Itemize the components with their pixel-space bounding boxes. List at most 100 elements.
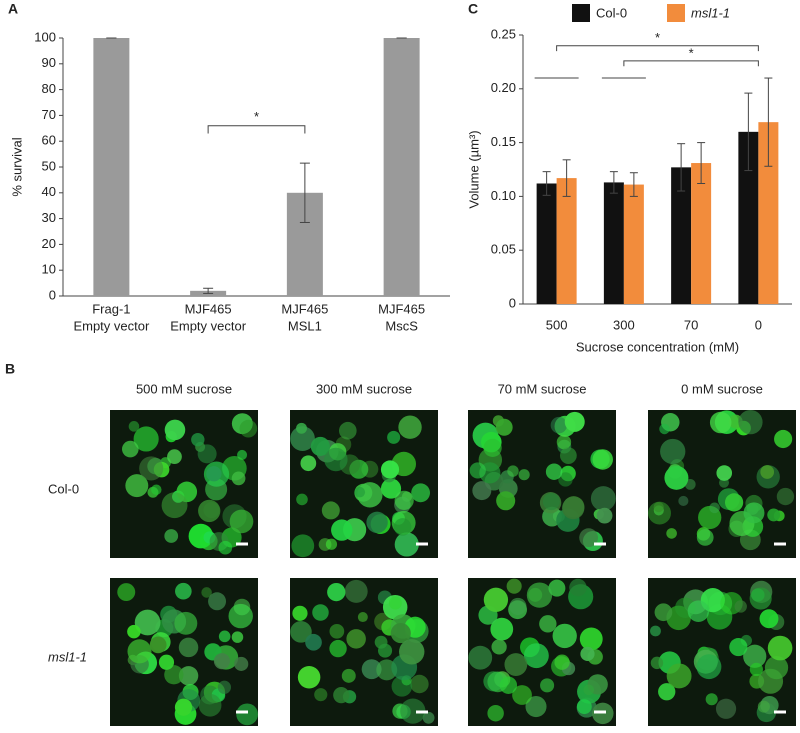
bar	[603, 182, 624, 304]
cell	[312, 604, 329, 621]
bracket	[556, 45, 759, 52]
bar	[536, 183, 557, 304]
x-tick-label: MJF465	[185, 301, 232, 316]
x-tick-label: Empty vector	[73, 318, 150, 333]
cell	[487, 705, 504, 722]
error-bar	[764, 77, 773, 167]
cell	[327, 582, 346, 602]
y-tick-label: 60	[42, 133, 56, 148]
cell	[743, 502, 765, 524]
x-tick-label: MSL1	[288, 318, 322, 333]
cell	[331, 519, 353, 541]
annotation: *	[655, 30, 660, 45]
cell	[161, 492, 188, 519]
x-tick-label: 300	[613, 317, 635, 332]
cell	[495, 418, 513, 436]
error-bar	[744, 92, 753, 172]
cell	[491, 639, 507, 655]
cell	[333, 687, 350, 704]
cell	[398, 415, 422, 439]
annotation: *	[254, 109, 259, 124]
cell	[504, 653, 528, 676]
cell	[380, 478, 402, 499]
cell	[469, 462, 486, 479]
cell	[490, 617, 514, 641]
bracket	[207, 125, 306, 134]
cell	[394, 532, 419, 557]
error-bar	[203, 287, 214, 294]
cell	[764, 655, 789, 680]
cell	[648, 501, 671, 525]
cell	[305, 633, 322, 651]
cell	[236, 703, 258, 726]
cell	[526, 582, 553, 608]
legend-label: msl1-1	[691, 5, 730, 20]
cell	[198, 499, 221, 523]
y-tick-label: 90	[42, 55, 56, 70]
cell	[666, 528, 677, 539]
cell	[167, 449, 182, 465]
cell	[178, 637, 199, 658]
error-bar	[542, 171, 551, 196]
cell	[760, 465, 775, 479]
cell	[564, 411, 585, 432]
cell	[552, 623, 577, 649]
cell	[354, 486, 366, 498]
cell	[314, 688, 328, 702]
error-bar	[697, 142, 706, 184]
cell	[387, 430, 401, 444]
cell	[554, 654, 570, 670]
panel-label: A	[8, 1, 18, 17]
cell	[217, 680, 232, 694]
x-tick-label: 500	[546, 317, 568, 332]
cell	[542, 493, 560, 511]
micrograph	[110, 410, 258, 558]
y-tick-label: 20	[42, 236, 56, 251]
cell	[239, 419, 258, 438]
cell	[164, 665, 184, 685]
cell	[218, 540, 233, 555]
column-label: 300 mM sucrose	[316, 381, 412, 396]
cell	[361, 659, 382, 680]
cell	[310, 436, 330, 457]
cell	[696, 654, 722, 680]
cell	[678, 495, 689, 506]
cell	[507, 465, 519, 477]
row-label: msl1-1	[48, 649, 87, 664]
cell	[506, 578, 522, 594]
legend-label: Col-0	[596, 5, 627, 20]
panel-label: B	[5, 361, 15, 377]
cell	[410, 674, 429, 694]
bar	[556, 178, 577, 304]
cell	[650, 656, 664, 670]
cell	[149, 636, 167, 654]
y-tick-label: 30	[42, 210, 56, 225]
error-bar	[629, 172, 638, 197]
cell	[122, 440, 139, 458]
cell	[483, 587, 509, 612]
panel-label: C	[468, 1, 478, 17]
cell	[206, 466, 222, 482]
cell	[290, 621, 312, 643]
cell	[139, 456, 164, 481]
x-tick-label: MscS	[385, 318, 418, 333]
cell	[158, 654, 175, 670]
cell	[125, 474, 149, 498]
cell	[738, 410, 763, 435]
x-tick-label: Frag-1	[92, 301, 130, 316]
y-tick-label: 70	[42, 107, 56, 122]
cell	[198, 693, 222, 717]
cell	[228, 603, 253, 629]
cell	[321, 501, 340, 520]
y-tick-label: 10	[42, 262, 56, 277]
cell	[715, 698, 737, 719]
bar	[671, 167, 692, 304]
cell	[576, 699, 592, 715]
y-tick-label: 0	[509, 295, 516, 310]
cell	[393, 518, 412, 536]
cell	[218, 630, 231, 643]
cell	[509, 597, 527, 615]
cell	[174, 698, 193, 716]
cell	[767, 635, 793, 661]
cell	[208, 592, 227, 611]
